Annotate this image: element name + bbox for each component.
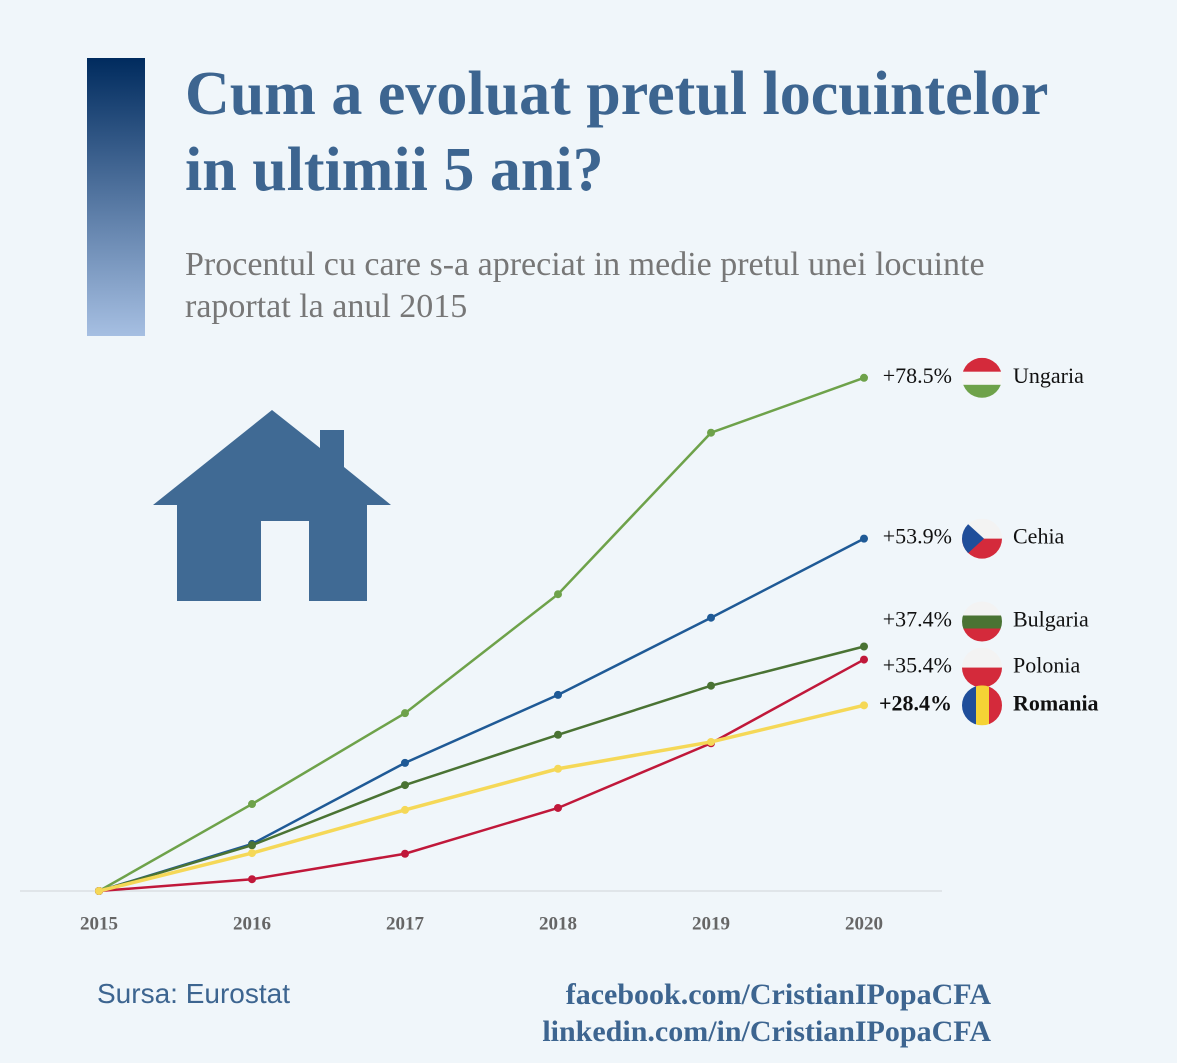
flag-part bbox=[962, 384, 1002, 398]
legend-label: Romania bbox=[1013, 690, 1099, 715]
point bbox=[554, 730, 562, 739]
link: facebook.com/CristianIPopaCFA bbox=[565, 978, 991, 1011]
legend-label: Polonia bbox=[1013, 653, 1080, 678]
chart-subtitle: Procentul cu care s-a apreciat in medie … bbox=[185, 246, 985, 325]
point bbox=[554, 590, 562, 599]
source: Sursa: Eurostat bbox=[97, 978, 290, 1009]
value-label: +78.5% bbox=[883, 363, 952, 388]
point bbox=[248, 875, 256, 884]
point bbox=[554, 764, 562, 773]
point bbox=[554, 803, 562, 812]
point bbox=[248, 800, 256, 809]
x-tick-label: 2015 bbox=[80, 913, 118, 934]
link: linkedin.com/in/CristianIPopaCFA bbox=[542, 1015, 991, 1048]
point bbox=[707, 681, 715, 690]
x-tick-label: 2019 bbox=[692, 913, 730, 934]
chart-title: Cum a evoluat pretul locuintelor in ulti… bbox=[185, 60, 1048, 204]
legend-label: Ungaria bbox=[1013, 363, 1084, 388]
line bbox=[98, 703, 865, 893]
flag-part bbox=[962, 667, 1002, 688]
point bbox=[707, 613, 715, 622]
line bbox=[98, 658, 865, 893]
point bbox=[860, 373, 868, 382]
point bbox=[248, 841, 256, 850]
value-label: +53.9% bbox=[883, 524, 952, 549]
legend-label: Bulgaria bbox=[1013, 607, 1089, 632]
x-tick-label: 2018 bbox=[539, 913, 577, 934]
house-icon bbox=[153, 410, 391, 601]
point bbox=[707, 737, 715, 746]
flag bbox=[962, 601, 1002, 642]
flag bbox=[962, 647, 1002, 688]
point bbox=[95, 887, 103, 895]
point bbox=[401, 758, 409, 767]
flag-part bbox=[962, 371, 1002, 385]
point bbox=[401, 709, 409, 718]
x-tick-label: 2016 bbox=[233, 913, 271, 934]
line bbox=[98, 376, 865, 893]
value-label: +28.4% bbox=[879, 690, 952, 715]
line bbox=[98, 645, 865, 893]
flag bbox=[962, 357, 1002, 398]
point bbox=[554, 690, 562, 699]
flag-part bbox=[989, 685, 1002, 726]
value-label: +37.4% bbox=[883, 607, 952, 632]
point bbox=[707, 428, 715, 437]
point bbox=[401, 781, 409, 790]
legend-label: Cehia bbox=[1013, 524, 1065, 549]
flag bbox=[962, 685, 1002, 726]
point bbox=[401, 805, 409, 814]
flag-part bbox=[962, 518, 984, 559]
x-tick-label: 2020 bbox=[845, 913, 883, 934]
flag-part bbox=[962, 615, 1002, 629]
flag-part bbox=[962, 601, 1002, 616]
flag-part bbox=[962, 685, 976, 726]
flag-part bbox=[962, 628, 1002, 642]
flag bbox=[962, 518, 1002, 559]
point bbox=[860, 655, 868, 664]
accent-bar bbox=[87, 58, 145, 336]
flag-part bbox=[976, 685, 989, 726]
point bbox=[401, 849, 409, 858]
links: facebook.com/CristianIPopaCFA linkedin.c… bbox=[542, 976, 991, 1050]
flag-part bbox=[962, 357, 1002, 372]
point bbox=[860, 701, 868, 710]
point bbox=[248, 849, 256, 858]
point bbox=[860, 642, 868, 651]
value-label: +35.4% bbox=[883, 653, 952, 678]
x-tick-label: 2017 bbox=[386, 913, 425, 934]
flag-part bbox=[962, 647, 1002, 668]
point bbox=[860, 534, 868, 543]
